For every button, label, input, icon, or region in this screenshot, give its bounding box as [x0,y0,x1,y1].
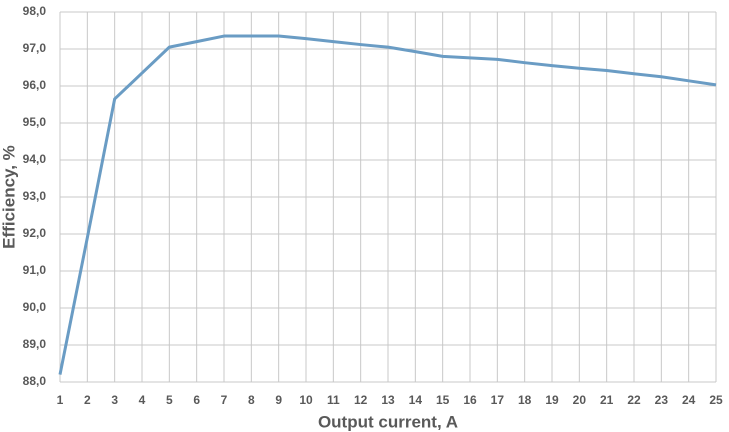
x-tick-label: 10 [299,393,313,407]
x-tick-label: 12 [354,393,368,407]
x-tick-label: 17 [491,393,505,407]
x-tick-label: 23 [655,393,669,407]
y-axis-title: Efficiency, % [0,145,18,249]
y-tick-label: 88,0 [23,374,47,388]
x-tick-label: 13 [381,393,395,407]
y-tick-label: 94,0 [23,152,47,166]
y-tick-label: 95,0 [23,115,47,129]
x-tick-label: 4 [139,393,146,407]
y-tick-label: 97,0 [23,41,47,55]
x-tick-label: 5 [166,393,173,407]
x-tick-label: 15 [436,393,450,407]
x-tick-label: 2 [84,393,91,407]
x-axis-title: Output current, A [318,412,458,431]
y-tick-label: 91,0 [23,263,47,277]
x-tick-label: 19 [545,393,559,407]
x-tick-label: 21 [600,393,614,407]
x-tick-label: 20 [573,393,587,407]
x-tick-label: 14 [409,393,423,407]
y-tick-label: 98,0 [23,4,47,18]
x-tick-label: 24 [682,393,696,407]
x-tick-label: 25 [709,393,723,407]
x-tick-label: 3 [111,393,118,407]
x-tick-label: 18 [518,393,532,407]
x-tick-label: 22 [627,393,641,407]
y-tick-label: 96,0 [23,78,47,92]
x-tick-label: 8 [248,393,255,407]
x-tick-label: 16 [463,393,477,407]
x-tick-label: 1 [57,393,64,407]
x-tick-label: 6 [193,393,200,407]
x-tick-label: 9 [275,393,282,407]
y-tick-label: 92,0 [23,226,47,240]
y-tick-label: 93,0 [23,189,47,203]
x-tick-label: 11 [327,393,340,407]
x-tick-label: 7 [221,393,228,407]
y-tick-label: 90,0 [23,300,47,314]
data-line [58,34,717,375]
y-tick-label: 89,0 [23,337,47,351]
